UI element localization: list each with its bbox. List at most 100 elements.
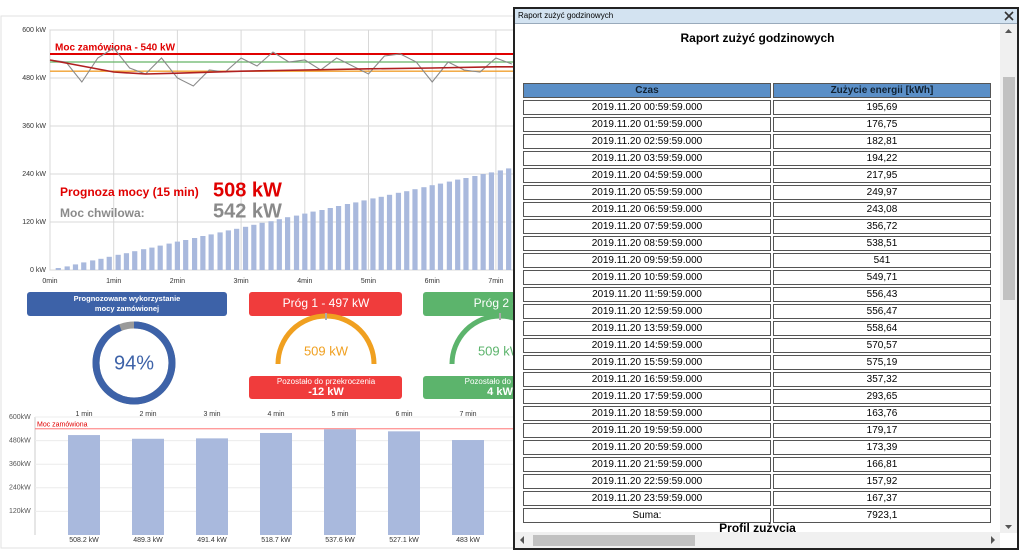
horizontal-scrollbar[interactable] [515,532,1000,548]
remaining-box [249,376,402,399]
table-cell: 549,71 [772,270,991,285]
bar [106,256,112,270]
table-row: 2019.11.20 17:59:59.000 293,65 [523,389,991,404]
bar [378,196,384,270]
column-header: Zużycie energii [kWh] [772,83,991,98]
table-row: 2019.11.20 13:59:59.000 558,64 [523,321,991,336]
bar [344,204,351,270]
bar [386,194,393,270]
bar [260,432,292,535]
bar [132,251,138,270]
bar [452,440,484,535]
table-row: 2019.11.20 22:59:59.000 157,92 [523,474,991,489]
value-label: 527.1 kW [389,537,419,544]
table-row: 2019.11.20 23:59:59.000 167,37 [523,491,991,506]
bar [55,268,61,270]
bar [276,219,282,270]
annotation-value: 508 kW [213,179,282,201]
table-cell: 2019.11.20 21:59:59.000 [523,457,771,472]
bar [141,249,147,270]
bar [183,240,189,270]
scroll-down[interactable] [1000,521,1017,533]
table-cell: 293,65 [772,389,991,404]
table-cell: 2019.11.20 19:59:59.000 [523,423,771,438]
bar [395,192,402,270]
table-cell: 176,75 [772,117,991,132]
x-tick-label: 6 min [395,411,412,418]
bar [370,198,376,270]
close-button[interactable] [1004,11,1014,21]
bar [437,183,444,270]
bar [429,185,435,270]
bar [200,236,206,270]
bar [191,238,198,270]
annotation-label: Moc chwilowa: [60,206,145,220]
table-cell: 2019.11.20 22:59:59.000 [523,474,771,489]
table-row: 2019.11.20 15:59:59.000 575,19 [523,355,991,370]
table-row: 2019.11.20 05:59:59.000 249,97 [523,185,991,200]
table-cell: 217,95 [772,168,991,183]
report-window[interactable]: Raport zużyć godzinowych Raport zużyć go… [513,7,1019,550]
bar [268,221,274,270]
table-cell: 2019.11.20 10:59:59.000 [523,270,771,285]
gauge-label: 509 kW [304,343,349,358]
scroll-thumb[interactable] [533,535,695,546]
bar [497,170,503,270]
scroll-right[interactable] [986,532,1000,548]
bar [327,208,333,270]
table-row: 2019.11.20 07:59:59.000 356,72 [523,219,991,234]
table-cell: 2019.11.20 23:59:59.000 [523,491,771,506]
threshold-title: Próg 1 - 497 kW [283,296,370,310]
bar [404,191,410,270]
bar [455,179,461,270]
bar [463,178,469,270]
bar [242,226,249,270]
table-cell: 2019.11.20 14:59:59.000 [523,338,771,353]
gauge-label: 509 kW [478,343,523,358]
report-table: Czas Zużycie energii [kWh] 2019.11.20 00:5… [521,81,993,525]
bar [293,215,300,270]
table-row: 2019.11.20 04:59:59.000 217,95 [523,168,991,183]
bar [234,228,240,270]
value-label: 483 kW [456,537,480,544]
vertical-scrollbar[interactable] [1000,24,1017,533]
widget-title: Prognozowane wykorzystanie [74,294,181,303]
table-row: 2019.11.20 11:59:59.000 556,43 [523,287,991,302]
column-header: Czas [523,83,771,98]
table-row: 2019.11.20 12:59:59.000 556,47 [523,304,991,319]
bar [421,187,427,270]
table-cell: 2019.11.20 09:59:59.000 [523,253,771,268]
bar [68,435,100,535]
widget-header [27,292,227,316]
table-cell: 167,37 [772,491,991,506]
x-tick-label: 1min [106,278,121,285]
table-cell: 556,47 [772,304,991,319]
y-tick-label: 240 kW [22,171,46,178]
bar [259,222,265,270]
table-cell: 2019.11.20 20:59:59.000 [523,440,771,455]
bar [361,200,367,270]
ref-label: Moc zamówiona [37,422,88,429]
x-tick-label: 0min [42,278,57,285]
y-tick-label: 0 kW [30,267,46,274]
y-tick-label: 360 kW [22,123,46,130]
x-tick-label: 3 min [203,411,220,418]
remaining-value: 4 kW [487,386,513,398]
table-row: 2019.11.20 14:59:59.000 570,57 [523,338,991,353]
x-tick-label: 5min [361,278,376,285]
value-label: 537.6 kW [325,537,355,544]
x-tick-label: 3min [234,278,249,285]
scroll-left[interactable] [515,532,529,548]
table-cell: 2019.11.20 07:59:59.000 [523,219,771,234]
total-row: Suma: 7923,1 [523,508,991,523]
y-tick-label: 120kW [9,508,31,515]
bar [310,211,316,270]
report-heading: Raport zużyć godzinowych [680,31,835,45]
scroll-thumb[interactable] [1003,77,1015,300]
x-tick-label: 1 min [75,411,92,418]
section-heading: Profil zużycia [719,521,796,535]
bar [196,438,228,535]
table-row: 2019.11.20 06:59:59.000 243,08 [523,202,991,217]
scroll-up[interactable] [1000,25,1017,37]
